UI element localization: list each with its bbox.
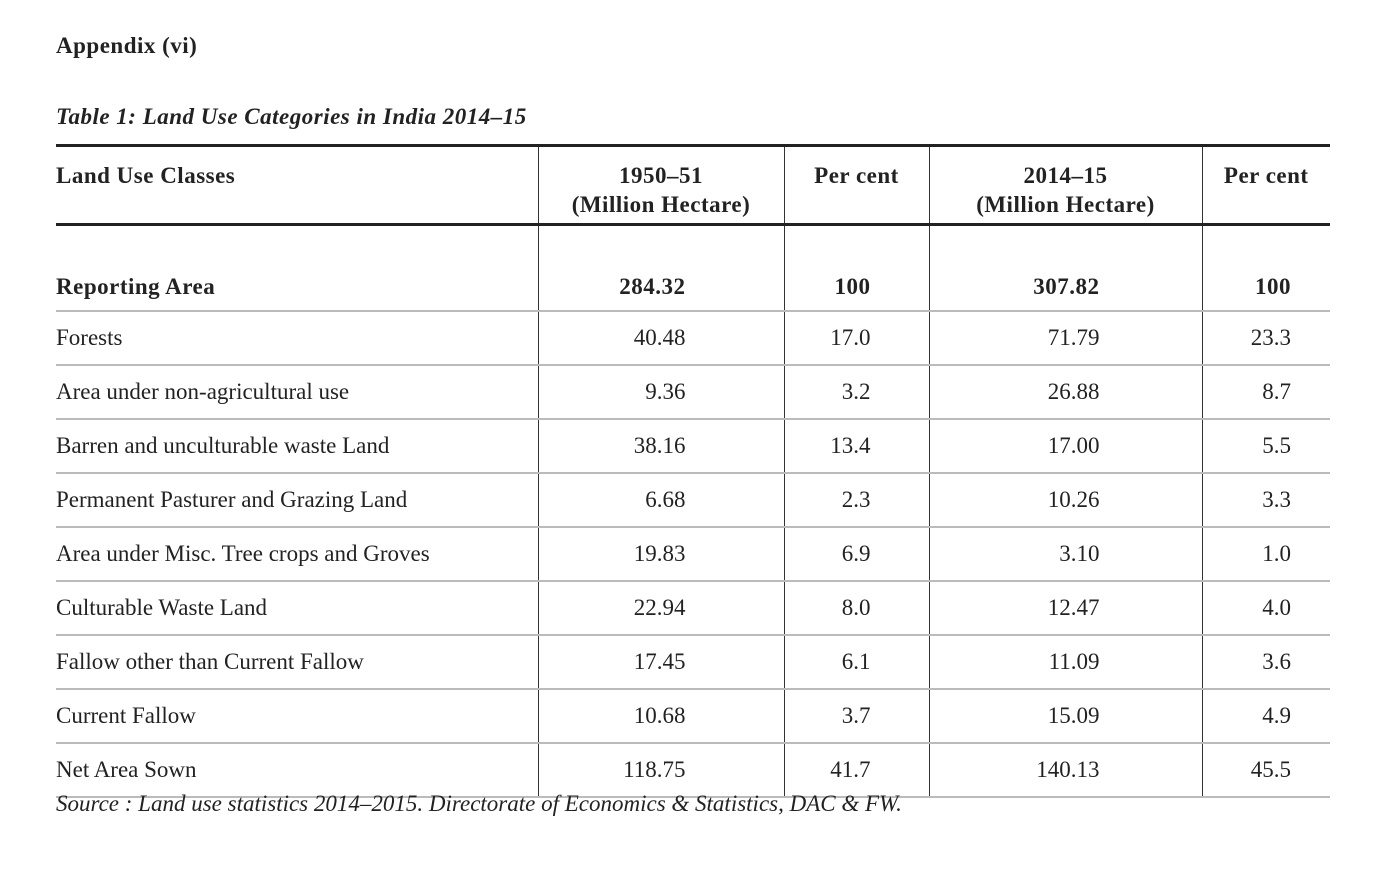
table-caption: Table 1: Land Use Categories in India 20… (56, 104, 527, 129)
cell-value: 45.5 (1201, 743, 1330, 798)
cell-value: 3.10 (928, 527, 1202, 582)
cell-value: 8.7 (1201, 365, 1330, 420)
table-body: Reporting Area 284.32 100 307.82 100 Forests 4… (56, 224, 1330, 798)
row-label: Permanent Pasturer and Grazing Land (56, 473, 538, 528)
cell-value: 11.09 (928, 635, 1202, 690)
cell-value: 1.0 (1201, 527, 1330, 582)
cell-value: 13.4 (783, 419, 929, 474)
table-row: Forests 40.48 17.0 71.79 23.3 (56, 311, 1330, 366)
cell-value: 26.88 (928, 365, 1202, 420)
cell-value: 10.26 (928, 473, 1202, 528)
table-row: Area under Misc. Tree crops and Groves 19… (56, 527, 1330, 582)
table-row: Reporting Area 284.32 100 307.82 100 (56, 224, 1330, 312)
column-header: 1950–51 (Million Hectare) (537, 144, 784, 226)
cell-value: 4.0 (1201, 581, 1330, 636)
row-label: Current Fallow (56, 689, 538, 744)
row-label: Area under Misc. Tree crops and Groves (56, 527, 538, 582)
cell-value: 3.6 (1201, 635, 1330, 690)
table-row: Barren and unculturable waste Land 38.16 1… (56, 419, 1330, 474)
cell-value: 17.0 (783, 311, 929, 366)
header-line: Per cent (1223, 163, 1309, 188)
cell-value: 41.7 (783, 743, 929, 798)
row-label: Forests (56, 311, 538, 366)
cell-value: 5.5 (1201, 419, 1330, 474)
cell-value: 15.09 (928, 689, 1202, 744)
appendix-title: Appendix (vi) (56, 33, 198, 58)
cell-value: 284.32 (537, 224, 784, 312)
cell-value: 17.00 (928, 419, 1202, 474)
cell-value: 12.47 (928, 581, 1202, 636)
cell-value: 40.48 (537, 311, 784, 366)
column-header: Per cent (783, 144, 929, 226)
source-note: Source : Land use statistics 2014–2015. … (56, 791, 902, 816)
header-line: (Million Hectare) (976, 192, 1155, 217)
cell-value: 2.3 (783, 473, 929, 528)
cell-value: 19.83 (537, 527, 784, 582)
column-header: Per cent (1201, 144, 1330, 226)
table-row: Permanent Pasturer and Grazing Land 6.68 2… (56, 473, 1330, 528)
row-label: Culturable Waste Land (56, 581, 538, 636)
cell-value: 3.2 (783, 365, 929, 420)
row-label: Net Area Sown (56, 743, 538, 798)
cell-value: 17.45 (537, 635, 784, 690)
cell-value: 307.82 (928, 224, 1202, 312)
cell-value: 140.13 (928, 743, 1202, 798)
cell-value: 8.0 (783, 581, 929, 636)
header-line: 2014–15 (1023, 163, 1108, 188)
cell-value: 100 (1201, 224, 1330, 312)
column-header: Land Use Classes (56, 144, 538, 226)
table-row: Current Fallow 10.68 3.7 15.09 4.9 (56, 689, 1330, 744)
row-label: Area under non-agricultural use (56, 365, 538, 420)
table-row: Culturable Waste Land 22.94 8.0 12.47 4.0 (56, 581, 1330, 636)
header-row: Land Use Classes 1950–51 (Million Hectare)… (56, 144, 1330, 226)
cell-value: 10.68 (537, 689, 784, 744)
cell-value: 23.3 (1201, 311, 1330, 366)
cell-value: 9.36 (537, 365, 784, 420)
cell-value: 4.9 (1201, 689, 1330, 744)
cell-value: 3.3 (1201, 473, 1330, 528)
row-label: Fallow other than Current Fallow (56, 635, 538, 690)
header-line: 1950–51 (619, 163, 703, 188)
row-label: Barren and unculturable waste Land (56, 419, 538, 474)
header-line: Per cent (814, 163, 899, 188)
cell-value: 100 (783, 224, 929, 312)
cell-value: 6.9 (783, 527, 929, 582)
table-row: Net Area Sown 118.75 41.7 140.13 45.5 (56, 743, 1330, 798)
cell-value: 118.75 (537, 743, 784, 798)
land-use-table: Land Use Classes 1950–51 (Million Hectare)… (56, 144, 1330, 798)
cell-value: 71.79 (928, 311, 1202, 366)
table-row: Area under non-agricultural use 9.36 3.2 26… (56, 365, 1330, 420)
cell-value: 6.68 (537, 473, 784, 528)
cell-value: 3.7 (783, 689, 929, 744)
cell-value: 38.16 (537, 419, 784, 474)
header-line: (Million Hectare) (571, 192, 751, 217)
cell-value: 22.94 (537, 581, 784, 636)
cell-value: 6.1 (783, 635, 929, 690)
table-row: Fallow other than Current Fallow 17.45 6.1… (56, 635, 1330, 690)
column-header: 2014–15 (Million Hectare) (928, 144, 1202, 226)
row-label: Reporting Area (56, 224, 538, 312)
header-line: Land Use Classes (56, 163, 236, 188)
